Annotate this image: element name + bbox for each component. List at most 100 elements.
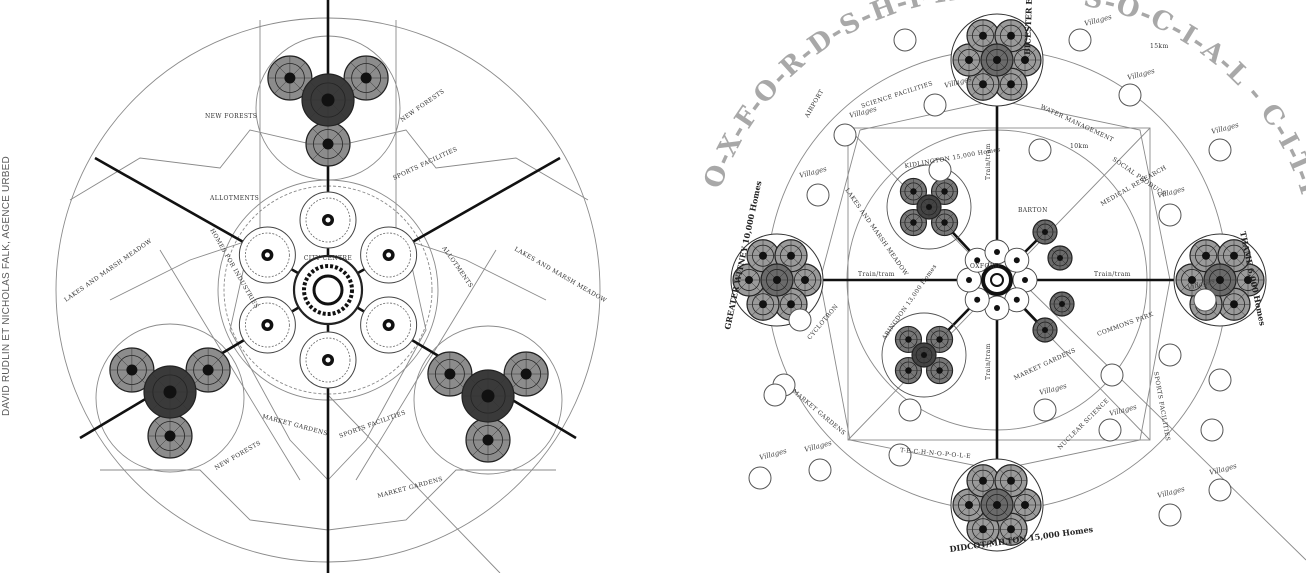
village-circle	[898, 398, 922, 422]
village-circle	[923, 93, 947, 117]
north-cluster-lobe-2-core	[360, 72, 372, 84]
didcot-centre-node-core	[993, 501, 1001, 509]
southwest-satellite-boundary	[95, 323, 245, 473]
witney-ring-node-core	[801, 276, 809, 284]
kidlington-node-core	[941, 188, 948, 195]
label-new-forests-2: NEW FORESTS	[399, 88, 446, 124]
bicester-ring-node-core	[979, 80, 987, 89]
abingdon-node-core	[936, 367, 943, 374]
label-water: WATER MANAGEMENT	[1039, 103, 1115, 143]
village-label: Villages	[798, 165, 828, 180]
scale-15km: 15km	[1150, 43, 1169, 50]
abingdon-node-core	[936, 336, 943, 343]
label-market-1: MARKET GARDENS	[791, 388, 847, 437]
thame-centre-node-core	[1216, 276, 1224, 284]
village-circle	[808, 458, 832, 482]
village-label: Villages	[1156, 485, 1186, 500]
scale-10km: 10km	[1070, 143, 1089, 150]
inner-polygon	[819, 99, 1171, 471]
southeast-cluster-lobe-0-core	[444, 368, 456, 380]
bicester-ring-node-core	[1007, 80, 1015, 89]
southwest-cluster-lobe-2-core	[126, 364, 138, 376]
guide-line-5	[327, 394, 501, 573]
label-sports-2: SPORTS FACILITIES	[338, 409, 407, 440]
neighbourhood-dot-inner	[386, 252, 392, 258]
kidlington-outline	[886, 164, 972, 250]
village-circle	[1098, 418, 1122, 442]
village-circle	[1208, 368, 1232, 392]
spoke-northeast	[327, 156, 561, 292]
square-boundary	[847, 127, 1151, 441]
oxford-centre-inner	[990, 273, 1004, 287]
village-circle	[1068, 28, 1092, 52]
neighbourhood-ring	[244, 302, 290, 348]
thame-ring-node-core	[1188, 276, 1196, 284]
kidlington-node-core	[941, 219, 948, 226]
north-cluster-lobe-1-core	[284, 72, 296, 84]
village-circle	[833, 123, 857, 147]
neighbourhood-ring	[366, 232, 412, 278]
oxford-ring-dot	[974, 296, 981, 303]
north-cluster-lobe-0-core	[322, 138, 334, 150]
label-train-north: Train/tram	[985, 143, 992, 180]
thame-ring-node-core	[1230, 300, 1238, 309]
label-new-forests-3: NEW FORESTS	[214, 440, 263, 472]
inner-city-dashed-circle	[223, 185, 433, 395]
village-label: Villages	[803, 439, 833, 454]
thame-ring-node-core	[1230, 251, 1238, 260]
label-market-2: MARKET GARDENS	[377, 476, 444, 500]
spoke-northwest	[94, 156, 329, 292]
neighbourhood-ring	[305, 197, 351, 243]
village-circle	[748, 466, 772, 490]
neighbourhood-dot-inner	[325, 217, 331, 223]
oxford-ring-dot	[1022, 277, 1028, 283]
thame-ring-node-core	[1244, 276, 1252, 284]
label-train-east: Train/tram	[1094, 271, 1131, 278]
oxford-ring-dot	[974, 257, 981, 264]
neighbourhood-ring	[244, 232, 290, 278]
oxford-centre	[981, 264, 1013, 296]
witney-ring-node-core	[787, 251, 795, 260]
southwest-cluster-lobe-0-core	[202, 364, 214, 376]
didcot-ring-node-core	[979, 525, 987, 534]
neighbourhood-ring	[366, 302, 412, 348]
abingdon-outline	[881, 312, 967, 398]
village-circle	[1118, 83, 1142, 107]
city-centre-label: CITY CENTRE	[304, 255, 352, 262]
witney-ring-node-core	[787, 300, 795, 309]
witney-ring-node-core	[745, 276, 753, 284]
neighbourhood-dot-inner	[325, 357, 331, 363]
witney-ring-node-core	[759, 300, 767, 309]
neighbourhood-dot-inner	[386, 322, 392, 328]
village-label: Villages	[1208, 462, 1238, 477]
village-circle	[1158, 503, 1182, 527]
village-circle	[888, 443, 912, 467]
label-lakes: LAKES AND MARSH MEADOW	[843, 187, 909, 278]
bicester-ring-node-core	[979, 31, 987, 40]
witney-centre-node-core	[773, 276, 781, 284]
witney-ring-node-core	[759, 251, 767, 260]
village-circle	[788, 308, 812, 332]
photo-credit: DAVID RUDLIN ET NICHOLAS FALK, AGENCE UR…	[1, 156, 12, 416]
village-circle	[1033, 398, 1057, 422]
label-allotments-1: ALLOTMENTS	[209, 195, 259, 202]
village-circle	[1208, 138, 1232, 162]
village-label: Villages	[1126, 67, 1156, 82]
neighbourhood-dot-inner	[264, 322, 270, 328]
north-cluster-hub-core	[321, 93, 335, 107]
southeast-cluster-lobe-1-core	[520, 368, 532, 380]
didcot-ring-node-core	[1007, 525, 1015, 534]
label-meadow-1: LAKES AND MARSH MEADOW	[63, 237, 154, 303]
abingdon-node-core	[905, 336, 912, 343]
kidlington-core-node-core	[926, 204, 932, 210]
label-meadow-2: LAKES AND MARSH MEADOW	[513, 246, 608, 305]
village-circle	[1193, 288, 1217, 312]
label-sports: SPORTS FACILITIES	[1152, 371, 1171, 442]
label-new-forests-1: NEW FORESTS	[205, 113, 257, 120]
right-oxfordshire-diagram: O-X-F-O-R-D-S-H-I-R-E S-O-C-I-A-L - C-I-…	[698, 0, 1306, 561]
neighbourhood-dot-inner	[264, 252, 270, 258]
abingdon-core-node-core	[921, 352, 927, 358]
kidlington-node-core	[910, 188, 917, 195]
label-airport: AIRPORT	[803, 88, 825, 120]
east-satellite-1-core	[1057, 255, 1063, 261]
